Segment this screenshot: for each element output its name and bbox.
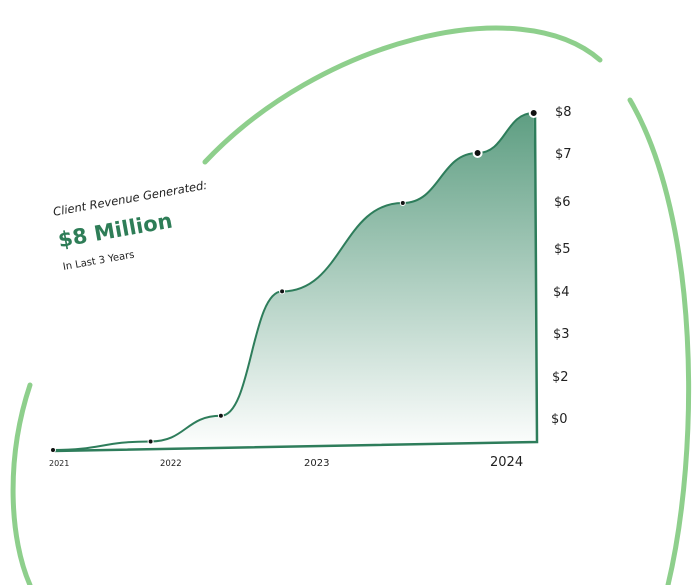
data-point xyxy=(399,200,406,206)
data-point xyxy=(472,148,483,158)
data-point xyxy=(528,108,539,118)
ring-left-arc xyxy=(10,382,33,585)
decorative-ring xyxy=(10,25,692,585)
x-tick-label: 2021 xyxy=(49,459,69,468)
x-tick-label: 2024 xyxy=(490,455,523,470)
y-tick-label: $2 xyxy=(552,370,569,385)
y-tick-label: $5 xyxy=(554,242,571,257)
y-tick-label: $4 xyxy=(553,285,570,300)
ring-right-arc xyxy=(627,97,692,585)
y-tick-label: $3 xyxy=(553,327,570,342)
ring-top-arc xyxy=(202,25,603,165)
chart-frame xyxy=(52,112,539,453)
x-tick-label: 2023 xyxy=(304,458,329,469)
y-tick-label: $6 xyxy=(554,195,571,210)
data-point xyxy=(147,438,154,445)
y-tick-label: $7 xyxy=(555,147,572,162)
y-tick-label: $0 xyxy=(551,412,568,427)
data-point xyxy=(279,288,286,295)
revenue-area xyxy=(53,113,537,451)
x-tick-label: 2022 xyxy=(160,459,182,469)
data-point xyxy=(50,447,56,453)
data-point xyxy=(217,412,224,419)
y-tick-label: $8 xyxy=(555,105,572,120)
